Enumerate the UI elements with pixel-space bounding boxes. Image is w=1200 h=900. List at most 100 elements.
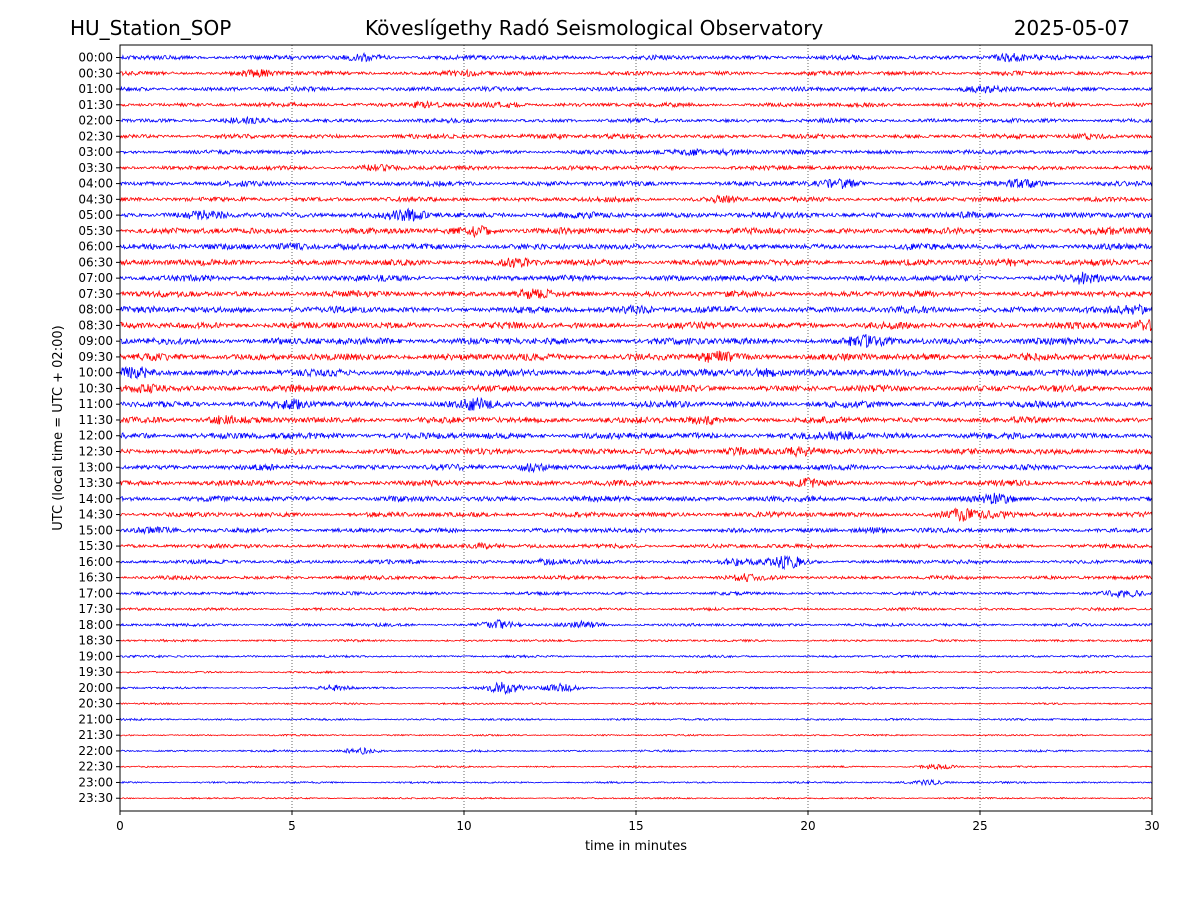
seismogram-trace — [119, 507, 1153, 522]
seismogram-trace — [119, 115, 1153, 125]
grid-lines — [291, 45, 981, 811]
y-tick-label: 05:00 — [78, 208, 113, 222]
seismogram-trace — [119, 746, 1153, 755]
seismogram-trace — [119, 541, 1153, 551]
seismogram-trace — [119, 477, 1153, 488]
y-tick-label: 07:00 — [78, 271, 113, 285]
seismogram-trace — [119, 178, 1153, 189]
seismogram-trace — [119, 638, 1153, 643]
y-tick-label: 08:30 — [78, 318, 113, 332]
y-tick-label: 17:00 — [78, 586, 113, 600]
y-tick-label: 14:00 — [78, 492, 113, 506]
y-tick-label: 10:30 — [78, 381, 113, 395]
seismogram-trace — [119, 701, 1153, 706]
y-tick-label: 21:30 — [78, 728, 113, 742]
y-tick-label: 16:00 — [78, 555, 113, 569]
x-tick-label: 20 — [800, 819, 815, 833]
seismogram-trace — [119, 318, 1153, 332]
y-tick-label: 02:00 — [78, 114, 113, 128]
x-tick-label: 10 — [456, 819, 471, 833]
x-axis-ticks: 0 5 10 15 20 25 30 — [116, 811, 1160, 833]
y-tick-label: 18:30 — [78, 634, 113, 648]
seismogram-trace — [119, 84, 1153, 94]
y-tick-label: 02:30 — [78, 129, 113, 143]
seismogram-trace — [119, 257, 1153, 268]
seismogram-trace — [119, 163, 1153, 173]
y-tick-label: 12:30 — [78, 445, 113, 459]
seismogram-trace — [119, 303, 1153, 316]
seismogram-trace — [119, 334, 1153, 348]
seismogram-trace — [119, 397, 1153, 411]
y-tick-label: 23:00 — [78, 775, 113, 789]
seismogram-trace — [119, 670, 1153, 675]
x-tick-label: 15 — [628, 819, 643, 833]
seismogram-trace — [119, 573, 1153, 583]
seismogram-trace — [119, 778, 1153, 787]
y-tick-label: 11:00 — [78, 397, 113, 411]
y-tick-label: 19:00 — [78, 649, 113, 663]
y-tick-label: 21:00 — [78, 712, 113, 726]
seismogram-trace — [119, 383, 1153, 395]
seismogram-trace — [119, 415, 1153, 426]
y-tick-label: 00:00 — [78, 51, 113, 65]
y-tick-label: 19:30 — [78, 665, 113, 679]
y-tick-label: 12:00 — [78, 429, 113, 443]
seismogram-trace — [119, 99, 1153, 109]
seismogram-trace — [119, 68, 1153, 79]
y-tick-label: 06:30 — [78, 255, 113, 269]
seismogram-trace — [119, 51, 1153, 63]
date-label: 2025-05-07 — [1013, 16, 1130, 40]
y-tick-label: 15:00 — [78, 523, 113, 537]
seismogram-trace — [119, 606, 1153, 612]
seismogram-trace — [119, 681, 1153, 696]
seismogram-traces — [119, 51, 1153, 800]
y-tick-label: 20:30 — [78, 697, 113, 711]
seismogram-trace — [119, 446, 1153, 458]
y-tick-label: 01:30 — [78, 98, 113, 112]
seismogram-trace — [119, 271, 1153, 285]
seismogram-trace — [119, 194, 1153, 205]
seismogram-trace — [119, 589, 1153, 599]
y-tick-label: 14:30 — [78, 508, 113, 522]
y-tick-label: 18:00 — [78, 618, 113, 632]
x-tick-label: 25 — [972, 819, 987, 833]
seismogram-trace — [119, 288, 1153, 300]
y-tick-label: 22:00 — [78, 744, 113, 758]
seismogram-trace — [119, 555, 1153, 571]
x-tick-label: 30 — [1144, 819, 1159, 833]
station-label: HU_Station_SOP — [70, 16, 232, 40]
y-tick-label: 20:00 — [78, 681, 113, 695]
x-axis-label: time in minutes — [585, 839, 687, 854]
y-tick-label: 23:30 — [78, 791, 113, 805]
seismogram-trace — [119, 796, 1153, 800]
seismogram-trace — [119, 207, 1153, 222]
y-tick-label: 04:00 — [78, 177, 113, 191]
y-tick-label: 05:30 — [78, 224, 113, 238]
observatory-title: Köveslígethy Radó Seismological Observat… — [365, 16, 824, 40]
seismogram-trace — [119, 241, 1153, 252]
seismogram-trace — [119, 224, 1153, 239]
y-tick-label: 13:30 — [78, 476, 113, 490]
y-tick-label: 01:00 — [78, 82, 113, 96]
seismogram-trace — [119, 350, 1153, 363]
y-tick-label: 09:30 — [78, 350, 113, 364]
y-tick-label: 06:00 — [78, 240, 113, 254]
x-tick-label: 5 — [288, 819, 296, 833]
seismogram-trace — [119, 763, 1153, 771]
seismogram-trace — [119, 526, 1153, 536]
y-tick-label: 15:30 — [78, 539, 113, 553]
seismogram-trace — [119, 492, 1153, 505]
seismogram-trace — [119, 654, 1153, 659]
y-tick-label: 22:30 — [78, 760, 113, 774]
seismogram-trace — [119, 366, 1153, 380]
y-tick-label: 03:00 — [78, 145, 113, 159]
y-tick-label: 08:00 — [78, 303, 113, 317]
y-tick-label: 00:30 — [78, 66, 113, 80]
seismogram-trace — [119, 132, 1153, 141]
seismogram-trace — [119, 462, 1153, 474]
y-tick-label: 13:00 — [78, 460, 113, 474]
y-tick-label: 17:30 — [78, 602, 113, 616]
seismogram-trace — [119, 619, 1153, 629]
